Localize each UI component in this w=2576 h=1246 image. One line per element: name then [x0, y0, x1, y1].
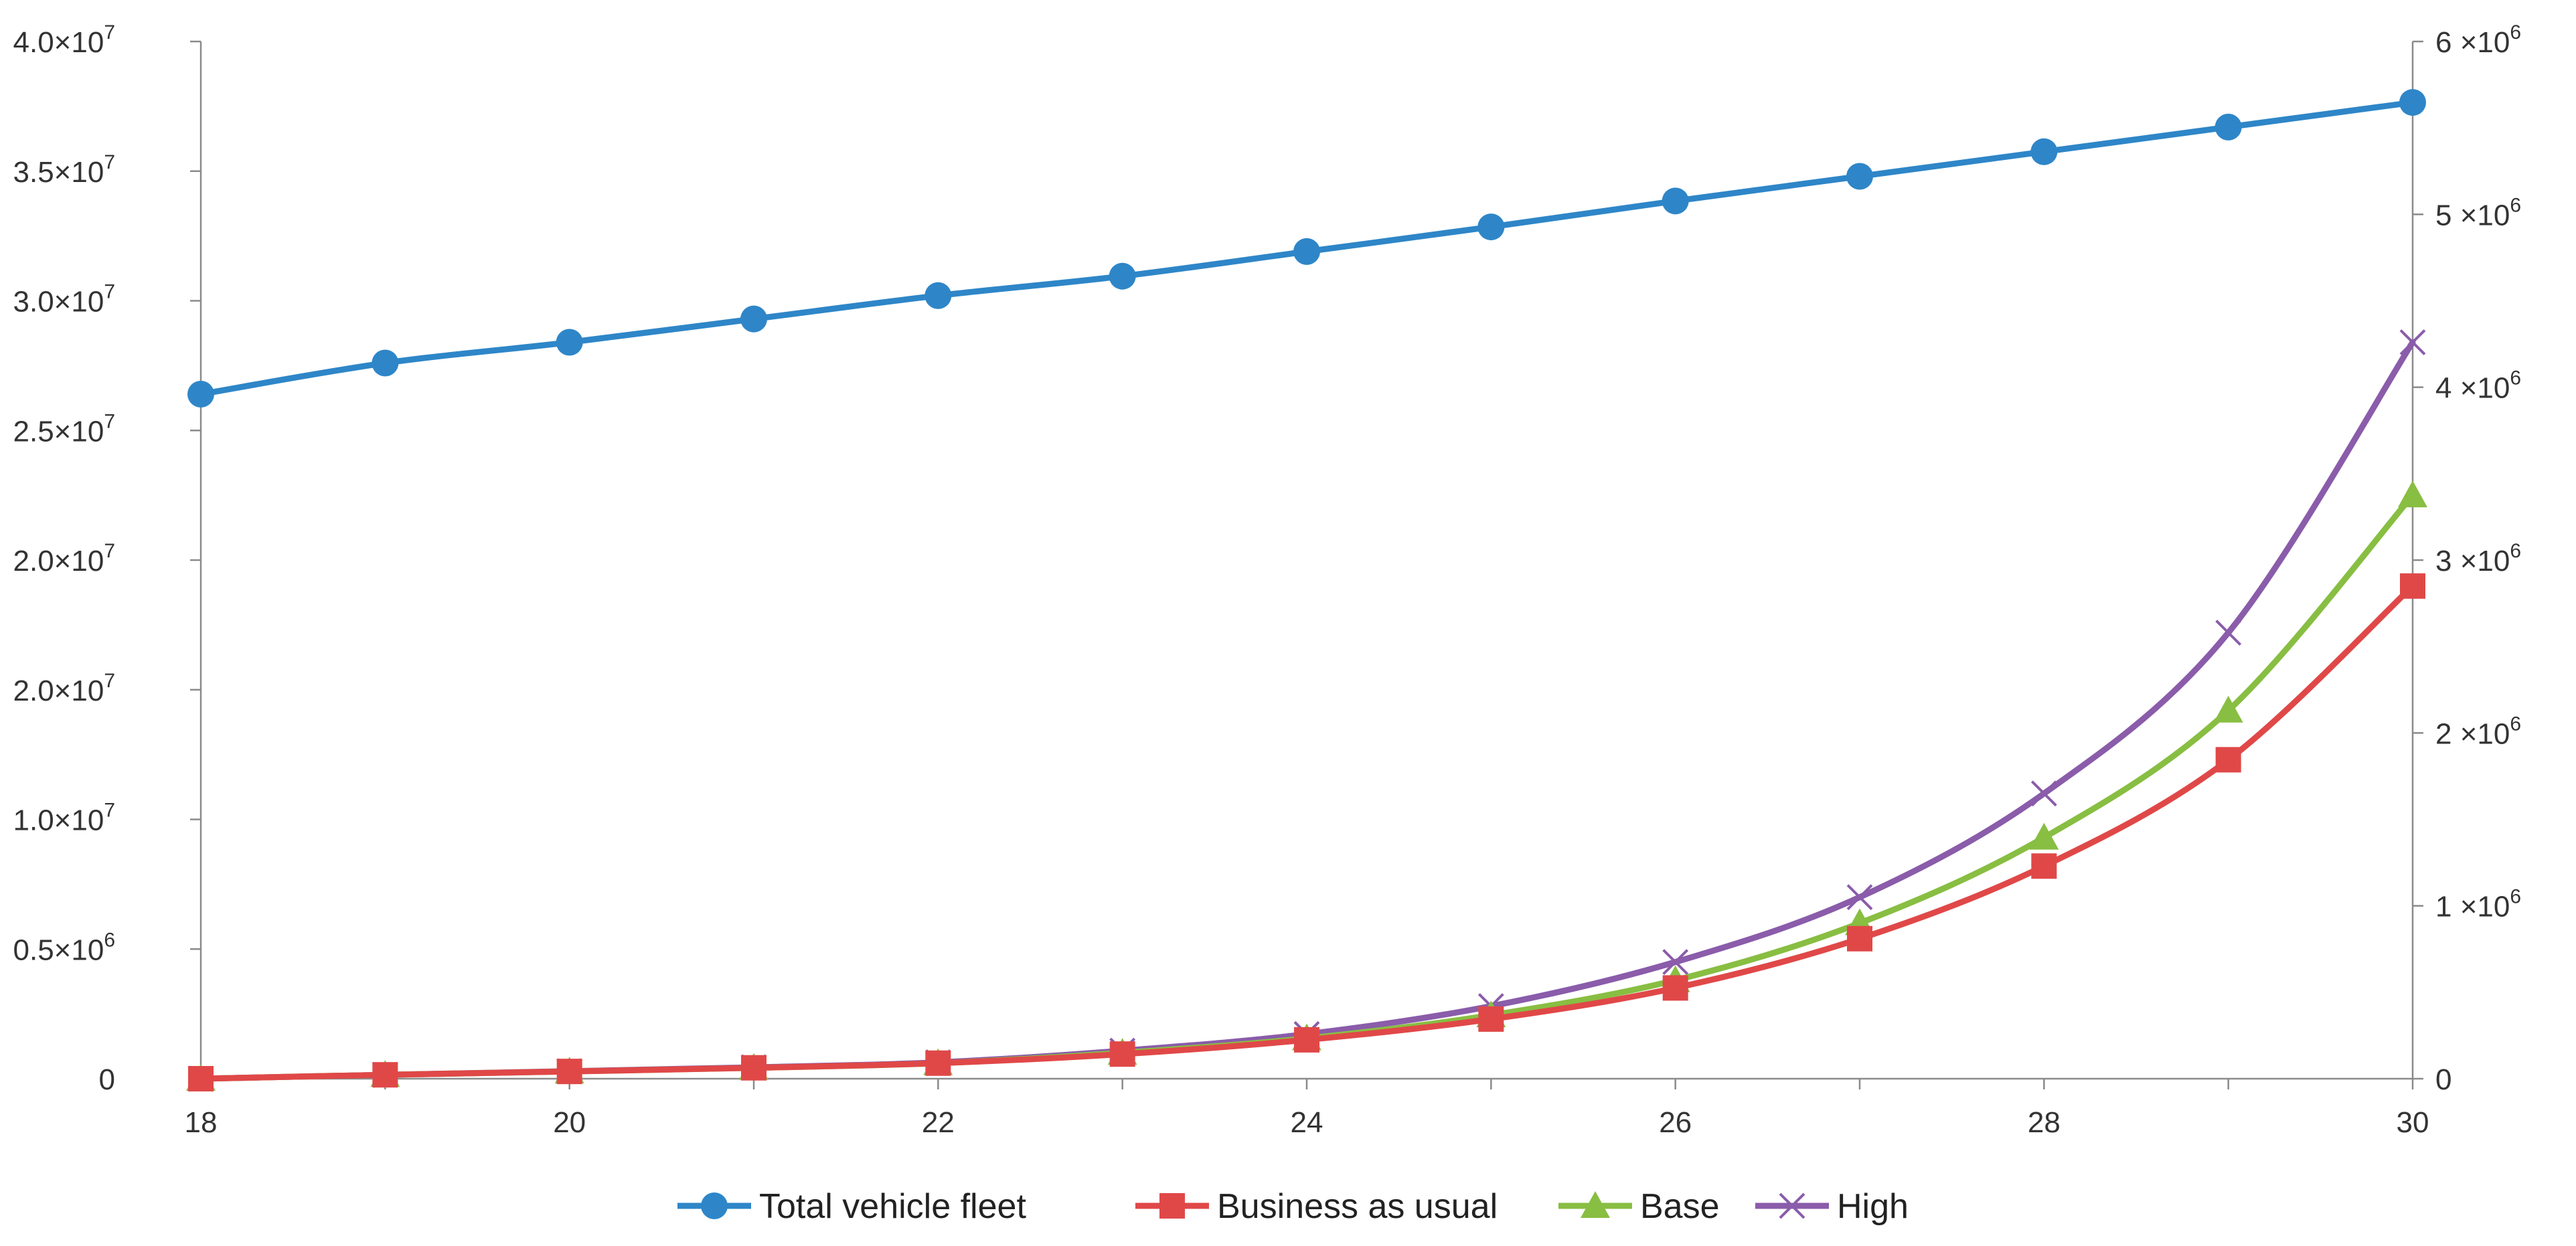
- right-axis-tick-label: 0: [2435, 1063, 2451, 1096]
- data-point-high: [2399, 329, 2426, 355]
- data-point-business-as-usual: [925, 1050, 951, 1076]
- right-axis-tick-label: 1 ×106: [2435, 886, 2521, 923]
- x-marker-stroke: [1846, 884, 1873, 911]
- data-point-business-as-usual: [1294, 1027, 1319, 1053]
- x-marker-stroke: [2399, 329, 2426, 355]
- x-axis-tick-label: 26: [1659, 1106, 1692, 1139]
- data-point-business-as-usual: [2215, 747, 2241, 773]
- left-axis-tick-label: 3.0×107: [13, 281, 116, 319]
- x-axis-tick-label: 22: [922, 1106, 955, 1139]
- left-axis-tick-label: 1.0×107: [13, 800, 116, 837]
- x-marker-stroke: [1779, 1192, 1805, 1219]
- left-axis-tick-label: 0: [99, 1063, 115, 1096]
- right-axis-tick-label: 3 ×106: [2435, 540, 2521, 577]
- legend-label-total-vehicle-fleet: Total vehicle fleet: [759, 1187, 1026, 1226]
- data-point-high: [1662, 949, 1689, 976]
- data-point-total-vehicle-fleet: [372, 349, 399, 377]
- data-point-total-vehicle-fleet: [1662, 187, 1689, 215]
- x-axis-tick-label: 20: [553, 1106, 586, 1139]
- data-point-total-vehicle-fleet: [2030, 138, 2058, 165]
- left-axis-tick-label: 2.5×107: [13, 410, 116, 448]
- data-point-high: [1846, 884, 1873, 911]
- data-point-total-vehicle-fleet: [2399, 89, 2426, 116]
- data-point-base: [2029, 822, 2059, 850]
- series-base: [186, 480, 2427, 1091]
- data-point-business-as-usual: [556, 1059, 582, 1085]
- chart-axes: 0 0.5×106 1.0×107 2.0×107 2.0×107 2.5×107 3.0×…: [13, 21, 2522, 1139]
- x-axis-tick-label: 24: [1291, 1106, 1323, 1139]
- legend-item-base: Base: [1558, 1187, 1720, 1226]
- legend-label-base: Base: [1640, 1187, 1720, 1226]
- legend-marker-business-as-usual: [1159, 1193, 1185, 1219]
- x-marker-stroke: [1662, 949, 1689, 976]
- data-point-total-vehicle-fleet: [556, 329, 583, 356]
- left-axis-tick-label: 2.0×107: [13, 670, 116, 707]
- right-axis-tick-label: 6 ×106: [2435, 21, 2521, 59]
- x-marker-stroke: [2030, 780, 2057, 807]
- legend-marker-total-vehicle-fleet: [701, 1192, 728, 1219]
- data-point-business-as-usual: [188, 1066, 214, 1091]
- chart-series: [186, 89, 2427, 1092]
- legend-item-business-as-usual: Business as usual: [1135, 1187, 1498, 1226]
- legend-marker-base: [1581, 1191, 1610, 1218]
- left-axis-tick-label: 2.0×107: [13, 540, 116, 577]
- legend-label-business-as-usual: Business as usual: [1217, 1187, 1498, 1226]
- data-point-total-vehicle-fleet: [1293, 238, 1320, 265]
- data-point-total-vehicle-fleet: [2215, 113, 2242, 141]
- series-total-vehicle-fleet: [187, 89, 2426, 408]
- data-point-base: [2213, 695, 2243, 723]
- right-axis-tick-label: 4 ×106: [2435, 367, 2521, 405]
- x-axis-tick-label: 30: [2397, 1106, 2429, 1139]
- data-point-business-as-usual: [1662, 975, 1688, 1001]
- data-point-business-as-usual: [1109, 1041, 1135, 1067]
- data-point-total-vehicle-fleet: [740, 305, 767, 333]
- data-point-business-as-usual: [372, 1062, 398, 1088]
- series-line-high: [197, 339, 2416, 1082]
- left-axis-tick-label: 3.5×107: [13, 151, 116, 189]
- data-point-base: [2398, 480, 2427, 508]
- legend-item-high: High: [1755, 1187, 1909, 1226]
- data-point-high: [2215, 620, 2242, 646]
- x-axis-tick-label: 18: [185, 1106, 218, 1139]
- data-point-total-vehicle-fleet: [924, 282, 952, 309]
- series-line-business-as-usual: [197, 583, 2416, 1082]
- data-point-business-as-usual: [1478, 1006, 1504, 1032]
- data-point-business-as-usual: [2400, 573, 2425, 599]
- legend-label-high: High: [1837, 1187, 1909, 1226]
- data-point-total-vehicle-fleet: [187, 381, 214, 408]
- series-high: [187, 329, 2426, 1092]
- legend-marker-high: [1779, 1192, 1805, 1219]
- series-line-base: [197, 492, 2416, 1082]
- data-point-total-vehicle-fleet: [1846, 163, 1873, 190]
- data-point-business-as-usual: [1847, 925, 1872, 952]
- right-axis-tick-label: 5 ×106: [2435, 194, 2521, 232]
- data-point-high: [2030, 780, 2057, 807]
- right-axis-tick-label: 2 ×106: [2435, 713, 2521, 750]
- data-point-total-vehicle-fleet: [1477, 213, 1505, 241]
- left-axis-tick-label: 4.0×107: [13, 21, 116, 59]
- x-marker-stroke: [2215, 620, 2242, 646]
- data-point-business-as-usual: [2031, 853, 2057, 879]
- legend-item-total-vehicle-fleet: Total vehicle fleet: [677, 1187, 1026, 1226]
- left-axis-tick-label: 0.5×106: [13, 929, 116, 966]
- chart-legend: Total vehicle fleet Business as usual Base…: [677, 1187, 1909, 1226]
- x-axis-tick-label: 28: [2028, 1106, 2061, 1139]
- series-business-as-usual: [188, 573, 2425, 1091]
- data-point-total-vehicle-fleet: [1109, 262, 1136, 290]
- data-point-business-as-usual: [741, 1055, 767, 1081]
